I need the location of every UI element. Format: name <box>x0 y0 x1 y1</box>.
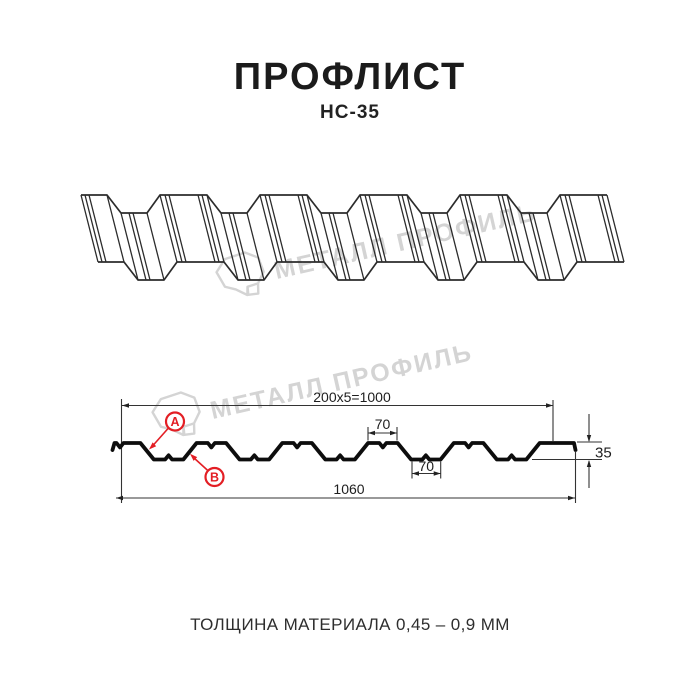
arrowhead-icon <box>390 430 397 436</box>
metall-profil-logo-icon <box>151 391 201 437</box>
product-model: НС-35 <box>320 102 380 123</box>
thickness-note: ТОЛЩИНА МАТЕРИАЛА 0,45 – 0,9 ММ <box>190 615 510 634</box>
dim-crest-width-label: 70 <box>375 416 391 432</box>
metall-profil-logo-icon <box>215 251 265 297</box>
sheet-near-silhouette <box>98 261 624 281</box>
side-a-marker: A <box>149 411 186 450</box>
page-title: ПРОФЛИСТ <box>233 56 467 98</box>
profile-3d-drawing <box>80 194 625 281</box>
side-a-label: A <box>170 415 179 429</box>
sheet-length-edges <box>80 194 625 281</box>
arrowhead-icon <box>546 403 553 408</box>
watermark-brand-text: МЕТАЛЛ ПРОФИЛЬ <box>208 338 476 425</box>
arrowhead-icon <box>568 495 575 501</box>
side-b-label: B <box>210 471 219 485</box>
arrowhead-icon <box>433 471 441 476</box>
side-b-marker: B <box>190 453 225 488</box>
sheet-far-silhouette <box>81 194 607 214</box>
dim-height-label: 35 <box>595 445 612 462</box>
section-profile-line <box>110 441 578 462</box>
arrowhead-icon <box>122 403 129 408</box>
arrowhead-icon <box>412 471 419 476</box>
arrowhead-icon <box>586 435 592 442</box>
arrowhead-icon <box>368 430 375 436</box>
dim-top-width-label: 200x5=1000 <box>313 389 391 405</box>
watermark-lower: МЕТАЛЛ ПРОФИЛЬ <box>151 338 476 437</box>
dim-valley-width-label: 70 <box>419 458 435 474</box>
cross-section-drawing: 200x5=1000 1060 70 70 35 A B <box>110 389 612 503</box>
arrowhead-icon <box>116 495 123 501</box>
arrowhead-icon <box>586 460 592 467</box>
dim-overall-width-label: 1060 <box>333 481 364 497</box>
